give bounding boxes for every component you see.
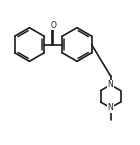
Text: N: N — [108, 80, 114, 89]
Text: N: N — [108, 103, 114, 112]
Text: O: O — [50, 21, 56, 30]
